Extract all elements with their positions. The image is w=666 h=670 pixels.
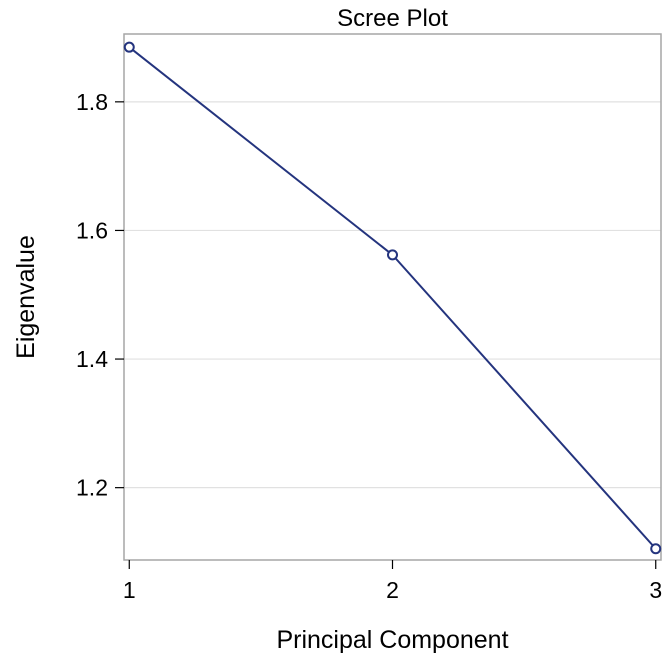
plot-frame (123, 33, 662, 561)
y-tick-label-1.8: 1.8 (76, 89, 108, 115)
x-axis: 1 2 3 (123, 560, 662, 603)
x-tick-label-2: 2 (386, 577, 399, 603)
y-tick-label-1.6: 1.6 (76, 217, 108, 243)
y-axis: 1.2 1.4 1.6 1.8 (76, 89, 124, 501)
data-point-2 (387, 249, 398, 261)
series-layer (123, 41, 662, 555)
y-tick-label-1.4: 1.4 (76, 346, 108, 372)
gridlines (124, 101, 661, 489)
x-tick-label-1: 1 (123, 577, 136, 603)
x-axis-title: Principal Component (276, 626, 508, 654)
chart-title: Scree Plot (337, 5, 448, 32)
y-tick-label-1.2: 1.2 (76, 475, 108, 501)
data-point-3 (650, 543, 662, 555)
x-tick-label-3: 3 (649, 577, 662, 603)
data-point-1 (123, 41, 135, 53)
series-line-0 (128, 46, 657, 550)
y-axis-title: Eigenvalue (12, 235, 40, 359)
